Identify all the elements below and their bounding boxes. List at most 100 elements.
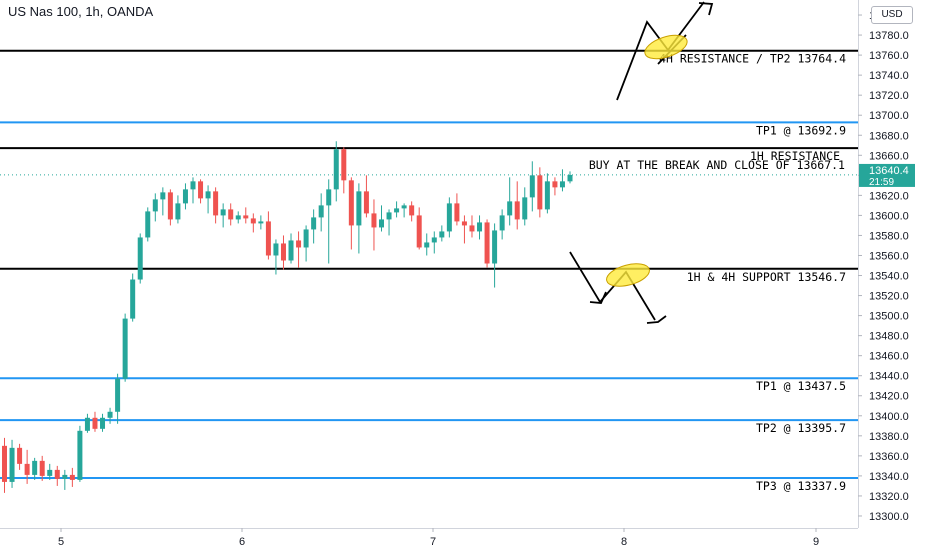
- candle: [439, 225, 445, 242]
- y-tick-label: 13740.0: [869, 70, 909, 82]
- candle-body: [145, 211, 151, 238]
- candle-body: [401, 205, 407, 209]
- candle: [190, 177, 196, 204]
- y-tick-label: 13660.0: [869, 150, 909, 162]
- candle: [386, 209, 392, 236]
- last-price-label: 13640.4: [869, 165, 909, 177]
- candle: [17, 443, 23, 470]
- candle: [152, 193, 158, 222]
- candle-body: [32, 460, 38, 475]
- candle-body: [258, 221, 264, 224]
- candle: [326, 179, 332, 264]
- candle-body: [213, 191, 219, 216]
- candle-body: [394, 208, 400, 213]
- candle: [311, 209, 317, 244]
- candle: [137, 233, 143, 284]
- candle-body: [326, 189, 332, 206]
- y-tick-label: 13620.0: [869, 190, 909, 202]
- candle: [69, 467, 75, 487]
- candle: [567, 171, 573, 184]
- candle-body: [356, 191, 362, 226]
- y-tick-label: 13380.0: [869, 431, 909, 443]
- candle-body: [175, 203, 181, 220]
- candle: [492, 223, 498, 288]
- candle: [522, 187, 528, 226]
- candle-body: [296, 240, 302, 248]
- candle-body: [529, 175, 535, 198]
- candle: [235, 211, 241, 224]
- countdown-label: 21:59: [869, 177, 894, 188]
- candle: [92, 411, 98, 432]
- candle-body: [544, 181, 550, 210]
- resistance-highlight-ellipse: [644, 34, 688, 60]
- candle-body: [115, 378, 121, 412]
- candle: [469, 215, 475, 238]
- candle-body: [303, 229, 309, 248]
- chart-title: US Nas 100, 1h, OANDA: [8, 4, 154, 19]
- candle: [167, 189, 173, 226]
- candle: [198, 179, 204, 204]
- candle-body: [47, 469, 53, 476]
- candle-body: [130, 279, 136, 319]
- y-tick-label: 13440.0: [869, 371, 909, 383]
- candle: [454, 193, 460, 226]
- candle-body: [92, 417, 98, 429]
- candle-body: [371, 213, 377, 228]
- candle-body: [318, 205, 324, 218]
- candle: [24, 449, 30, 484]
- candle: [47, 463, 53, 480]
- candle-body: [84, 417, 90, 431]
- x-tick-label: 5: [58, 536, 64, 548]
- level-label: 4H RESISTANCE / TP2 13764.4: [659, 52, 846, 66]
- candle-body: [333, 149, 339, 190]
- candle-body: [311, 217, 317, 230]
- candle: [280, 235, 286, 270]
- candle-body: [514, 201, 520, 220]
- candle: [39, 455, 45, 481]
- candle: [431, 231, 437, 254]
- candle: [2, 437, 7, 493]
- candle-body: [77, 430, 83, 480]
- y-tick-label: 13720.0: [869, 90, 909, 102]
- bearish-zigzag-arrow-line: [569, 251, 656, 321]
- candle: [182, 183, 188, 210]
- candle-body: [228, 209, 234, 220]
- y-tick-label: 13760.0: [869, 50, 909, 62]
- x-tick-label: 6: [239, 536, 245, 548]
- x-tick-label: 9: [813, 536, 819, 548]
- currency-button[interactable]: USD: [871, 6, 913, 24]
- time-axis[interactable]: 5 6 7 8 9: [0, 528, 858, 548]
- candle-body: [182, 189, 188, 204]
- candle: [401, 203, 407, 218]
- candle-body: [567, 174, 573, 182]
- drawing-annotations: [569, 1, 714, 324]
- candle-body: [446, 203, 452, 232]
- candle-body: [205, 191, 211, 199]
- price-axis[interactable]: 13300.0 13320.0 13340.0 13360.0 13380.0 13400…: [858, 0, 932, 550]
- candle-body: [220, 209, 226, 216]
- level-lines: 4H RESISTANCE / TP2 13764.4 TP1 @ 13692.9…: [0, 49, 858, 493]
- candle: [130, 273, 136, 322]
- candle-body: [484, 222, 490, 264]
- candle: [544, 173, 550, 214]
- candle: [62, 469, 68, 490]
- candle: [288, 233, 294, 264]
- candle: [54, 465, 60, 486]
- level-label: 1H & 4H SUPPORT 13546.7: [687, 270, 846, 284]
- candle-body: [363, 191, 369, 214]
- candle: [514, 181, 520, 230]
- candles: [2, 141, 573, 493]
- candle-body: [454, 203, 460, 222]
- candle: [220, 203, 226, 228]
- candle: [537, 167, 543, 218]
- candle-body: [167, 192, 173, 220]
- candle-body: [122, 318, 128, 379]
- level-label: TP1 @ 13437.5: [756, 379, 846, 393]
- candle-body: [54, 469, 60, 479]
- candle: [409, 201, 415, 222]
- candle: [213, 187, 219, 224]
- candle: [243, 207, 249, 224]
- candle: [394, 201, 400, 218]
- y-tick-label: 13340.0: [869, 471, 909, 483]
